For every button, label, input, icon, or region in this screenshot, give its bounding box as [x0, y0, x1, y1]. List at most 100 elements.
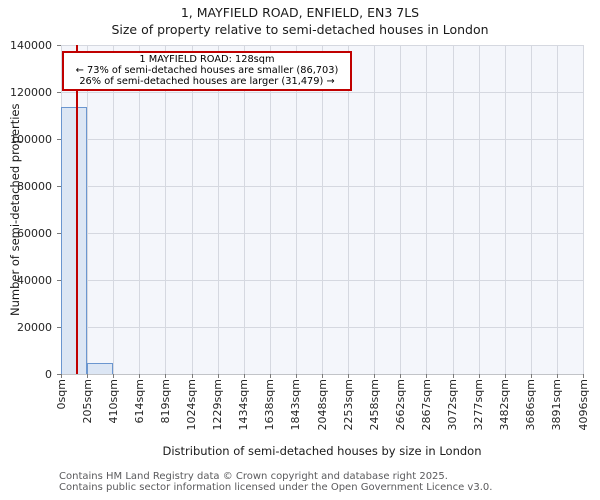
y-tick-mark	[57, 186, 61, 187]
footer-attribution: Contains HM Land Registry data © Crown c…	[59, 471, 493, 493]
x-tick-label: 205sqm	[80, 379, 94, 424]
horizontal-gridline	[61, 186, 583, 187]
footer-line-1: Contains HM Land Registry data © Crown c…	[59, 471, 448, 482]
x-tick-label: 2867sqm	[419, 379, 433, 431]
y-tick-label: 40000	[17, 273, 52, 287]
annotation-line-2: ← 73% of semi-detached houses are smalle…	[75, 64, 339, 76]
vertical-gridline	[165, 45, 167, 374]
chart-header: 1, MAYFIELD ROAD, ENFIELD, EN3 7LS Size …	[0, 4, 600, 38]
y-tick-mark	[57, 139, 61, 140]
y-tick-label: 60000	[17, 226, 52, 240]
vertical-gridline	[452, 45, 454, 374]
vertical-gridline	[530, 45, 532, 374]
y-tick-mark	[57, 374, 61, 375]
x-tick-label: 2253sqm	[341, 379, 355, 431]
plot-area: 1 MAYFIELD ROAD: 128sqm ← 73% of semi-de…	[61, 45, 584, 375]
x-tick-label: 3482sqm	[498, 379, 512, 431]
x-tick-label: 819sqm	[158, 379, 172, 424]
y-tick-label: 100000	[10, 132, 52, 146]
x-tick-mark	[165, 374, 167, 378]
vertical-gridline	[400, 45, 402, 374]
footer-line-2: Contains public sector information licen…	[59, 481, 493, 493]
horizontal-gridline	[61, 92, 583, 93]
x-tick-mark	[400, 374, 402, 378]
x-tick-label: 2662sqm	[393, 379, 407, 431]
x-tick-mark	[139, 374, 141, 378]
vertical-gridline	[139, 45, 141, 374]
x-tick-label: 1024sqm	[185, 379, 198, 431]
y-tick-mark	[57, 92, 61, 93]
x-tick-mark	[556, 374, 558, 378]
x-tick-label: 1638sqm	[263, 379, 277, 431]
x-tick-mark	[374, 374, 376, 378]
y-tick-label: 140000	[10, 38, 52, 52]
x-tick-mark	[217, 374, 219, 378]
x-tick-mark	[61, 374, 62, 378]
x-tick-label: 1434sqm	[237, 379, 251, 431]
vertical-gridline	[374, 45, 376, 374]
x-tick-label: 1229sqm	[211, 379, 225, 431]
vertical-gridline	[426, 45, 428, 374]
x-tick-mark	[426, 374, 428, 378]
x-tick-label: 2048sqm	[315, 379, 329, 431]
x-tick-label: 3277sqm	[472, 379, 486, 431]
vertical-gridline	[295, 45, 297, 374]
x-tick-mark	[478, 374, 480, 378]
vertical-gridline	[243, 45, 245, 374]
vertical-gridline	[217, 45, 219, 374]
x-tick-mark	[191, 374, 193, 378]
x-tick-mark	[87, 374, 89, 378]
x-tick-label: 2458sqm	[367, 379, 381, 431]
vertical-gridline	[269, 45, 271, 374]
annotation-box: 1 MAYFIELD ROAD: 128sqm ← 73% of semi-de…	[62, 51, 352, 92]
y-tick-mark	[57, 45, 61, 46]
chart-title: 1, MAYFIELD ROAD, ENFIELD, EN3 7LS	[180, 5, 420, 20]
y-tick-label: 0	[45, 367, 52, 381]
x-tick-label: 410sqm	[106, 379, 120, 424]
annotation-line-1: 1 MAYFIELD ROAD: 128sqm	[139, 54, 275, 65]
vertical-gridline	[87, 45, 89, 374]
vertical-gridline	[113, 45, 115, 374]
x-tick-mark	[504, 374, 506, 378]
y-tick-label: 120000	[10, 85, 52, 99]
horizontal-gridline	[61, 233, 583, 234]
vertical-gridline	[322, 45, 323, 374]
x-tick-mark	[583, 374, 584, 378]
x-tick-label: 614sqm	[132, 379, 146, 424]
y-tick-mark	[57, 327, 61, 328]
vertical-gridline	[556, 45, 558, 374]
vertical-gridline	[504, 45, 506, 374]
x-tick-mark	[322, 374, 323, 378]
x-tick-mark	[452, 374, 454, 378]
chart-subtitle: Size of property relative to semi-detach…	[111, 22, 489, 37]
vertical-gridline	[191, 45, 193, 374]
vertical-gridline	[478, 45, 480, 374]
x-axis-label: Distribution of semi-detached houses by …	[162, 444, 482, 458]
x-tick-label: 3891sqm	[550, 379, 564, 431]
vertical-gridline	[348, 45, 350, 374]
x-tick-label: 4096sqm	[576, 379, 590, 431]
annotation-line-3: 26% of semi-detached houses are larger (…	[79, 75, 335, 87]
horizontal-gridline	[61, 327, 583, 328]
x-tick-mark	[243, 374, 245, 378]
horizontal-gridline	[61, 280, 583, 281]
x-tick-mark	[530, 374, 532, 378]
x-tick-mark	[269, 374, 271, 378]
y-tick-label: 80000	[17, 179, 52, 193]
x-tick-label: 1843sqm	[289, 379, 303, 431]
y-tick-mark	[57, 233, 61, 234]
vertical-gridline	[583, 45, 584, 374]
x-tick-label: 3686sqm	[524, 379, 538, 431]
histogram-bar	[61, 107, 88, 374]
property-size-marker-line	[76, 45, 79, 374]
histogram-bar	[87, 362, 114, 374]
horizontal-gridline	[61, 45, 583, 46]
x-tick-label: 0sqm	[54, 379, 68, 410]
y-tick-label: 20000	[17, 320, 52, 334]
x-tick-mark	[295, 374, 297, 378]
x-tick-mark	[113, 374, 115, 378]
horizontal-gridline	[61, 139, 583, 140]
x-tick-mark	[348, 374, 350, 378]
y-tick-mark	[57, 280, 61, 281]
